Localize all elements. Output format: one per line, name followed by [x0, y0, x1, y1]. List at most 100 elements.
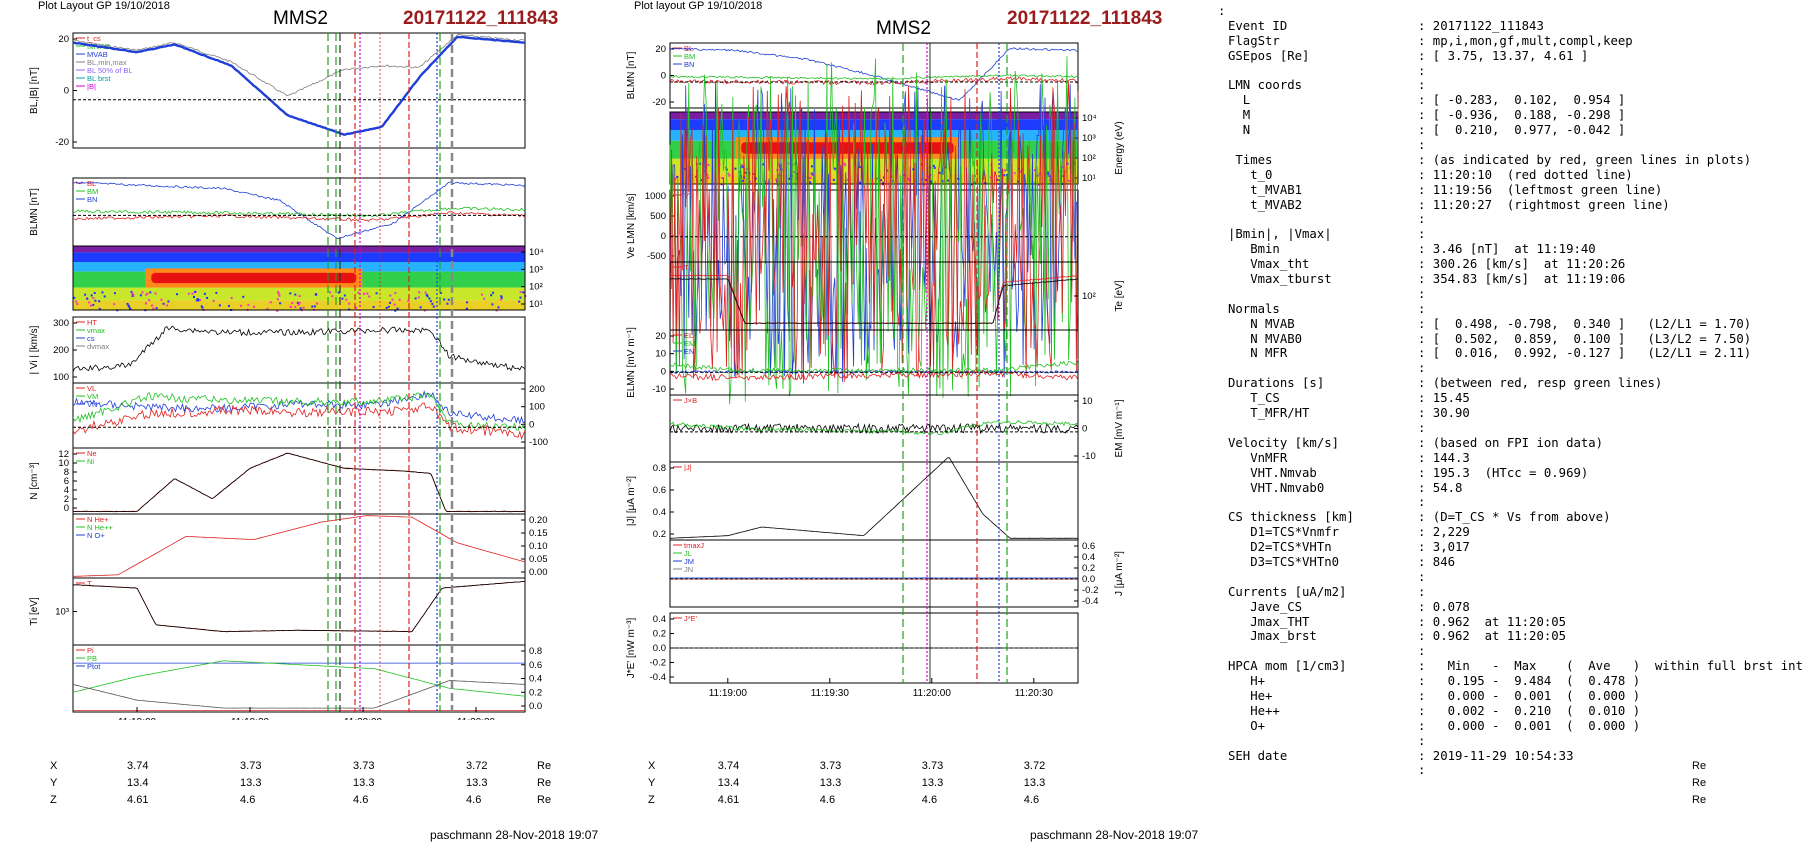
info-key: SEH date — [1228, 749, 1287, 764]
info-line: N: [ 0.210, 0.977, -0.042 ] — [1218, 123, 1804, 138]
y-tick-label: 0 — [529, 419, 534, 430]
info-key: L — [1228, 93, 1250, 108]
spectrogram-speck — [167, 300, 169, 302]
data-trace — [73, 182, 525, 239]
spectrogram-speck — [213, 300, 215, 302]
y-tick-label: -10 — [652, 384, 666, 395]
y-tick-label: 20 — [655, 331, 666, 342]
info-key: Jmax_THT — [1228, 615, 1309, 630]
legend-label: T — [684, 263, 689, 272]
spectrogram-speck — [810, 177, 812, 179]
info-value: : [ 0.502, 0.859, 0.100 ] (L3/L2 = 7.50) — [1418, 332, 1751, 347]
position-value: 13.4 — [718, 777, 739, 789]
info-value: : — [1418, 227, 1425, 242]
info-value: : 3,017 — [1418, 540, 1470, 555]
spectrogram-speck — [290, 306, 292, 308]
spectrogram-speck — [94, 300, 96, 302]
y-tick-label: 0.00 — [529, 567, 548, 578]
data-trace — [73, 34, 525, 95]
position-value: 4.6 — [466, 794, 481, 806]
spectrogram-hot — [151, 273, 356, 283]
spectrogram-speck — [1014, 172, 1016, 174]
position-value: 3.73 — [240, 760, 261, 772]
y-tick-label: 200 — [529, 384, 545, 395]
info-value: : (as indicated by red, green lines in p… — [1418, 153, 1751, 168]
position-unit: Re — [1692, 794, 1706, 806]
spectrogram-speck — [676, 176, 678, 178]
info-value: : 20171122_111843 — [1418, 19, 1544, 34]
y-tick-label: 0.6 — [529, 660, 542, 671]
legend-label: Ni — [87, 457, 94, 466]
spectrogram-speck — [483, 298, 485, 300]
spectrogram-speck — [166, 304, 168, 306]
info-key: Vmax_tht — [1228, 257, 1309, 272]
info-value: : — [1418, 734, 1425, 749]
info-line: |Bmin|, |Vmax|: — [1218, 227, 1804, 242]
spectrogram-band — [73, 252, 525, 262]
y-tick-label: 20 — [58, 34, 69, 45]
spectrogram-speck — [933, 165, 935, 167]
info-value: : 0.962 at 11:20:05 — [1418, 615, 1566, 630]
info-value: : (between red, resp green lines) — [1418, 376, 1662, 391]
y-tick-label: 10² — [1082, 291, 1096, 302]
spectrogram-speck — [176, 293, 178, 295]
spectrogram-speck — [366, 293, 368, 295]
y-tick-label: -500 — [647, 251, 666, 262]
info-value: : 0.962 at 11:20:05 — [1418, 629, 1566, 644]
legend-label: dvmax — [87, 342, 109, 351]
info-line: : — [1218, 138, 1804, 153]
info-key: VHT.Nmvab0 — [1228, 481, 1324, 496]
y-axis-label: BLMN [nT] — [626, 51, 637, 99]
spectrogram-speck — [92, 297, 94, 299]
spectrogram-speck — [84, 294, 86, 296]
spectrogram-speck — [348, 303, 350, 305]
info-value: : 300.26 [km/s] at 11:20:26 — [1418, 257, 1625, 272]
x-tick-label: 11:19:30 — [231, 717, 270, 720]
position-row-label: Y — [648, 777, 655, 789]
position-unit: Re — [537, 760, 551, 772]
y-tick-label: 0.05 — [529, 554, 548, 565]
info-value: : — [1418, 78, 1425, 93]
spectrogram-speck — [341, 298, 343, 300]
y-tick-label: 10 — [1082, 396, 1093, 407]
info-key: t_MVAB2 — [1228, 198, 1302, 213]
info-value: : Min - Max ( Ave ) within full brst int — [1418, 659, 1803, 674]
info-key: T_CS — [1228, 391, 1280, 406]
spectrogram-speck — [389, 295, 391, 297]
y-tick-label: 10³ — [529, 264, 543, 275]
info-value: : [ 0.016, 0.992, -0.127 ] (L2/L1 = 2.11… — [1418, 346, 1751, 361]
info-key: Currents [uA/m2] — [1228, 585, 1346, 600]
spectrogram-speck — [104, 295, 106, 297]
y-tick-label: 0.4 — [529, 674, 542, 685]
spectrogram-speck — [131, 292, 133, 294]
y-tick-label: 0 — [661, 231, 666, 242]
spectrogram-speck — [708, 164, 710, 166]
info-value: : — [1418, 287, 1425, 302]
info-value: : — [1418, 421, 1425, 436]
info-line: GSEpos [Re]: [ 3.75, 13.37, 4.61 ] — [1218, 49, 1804, 64]
spectrogram-speck — [426, 295, 428, 297]
spectrogram-speck — [299, 295, 301, 297]
spectrogram-speck — [73, 297, 75, 299]
x-tick-label: 11:20:30 — [1015, 688, 1054, 699]
spectrogram-speck — [194, 291, 196, 293]
spectrogram-speck — [156, 307, 158, 309]
y-tick-label: -20 — [652, 97, 666, 108]
y-tick-label: 100 — [529, 402, 545, 413]
info-line: t_MVAB1: 11:19:56 (leftmost green line) — [1218, 183, 1804, 198]
position-value: 4.61 — [718, 794, 739, 806]
info-line: : — [1218, 212, 1804, 227]
y-axis-label: Te [eV] — [1114, 280, 1125, 311]
info-key: M — [1228, 108, 1250, 123]
data-trace — [670, 458, 1078, 539]
position-value: 3.72 — [1024, 760, 1045, 772]
spectrogram-speck — [446, 303, 448, 305]
info-line: Durations [s]: (between red, resp green … — [1218, 376, 1804, 391]
info-value: : — [1418, 644, 1425, 659]
spectrogram-speck — [466, 308, 468, 310]
spectrogram-speck — [75, 300, 77, 302]
spectrogram-speck — [127, 303, 129, 305]
info-value: : — [1418, 763, 1425, 778]
spectrogram-speck — [518, 301, 520, 303]
